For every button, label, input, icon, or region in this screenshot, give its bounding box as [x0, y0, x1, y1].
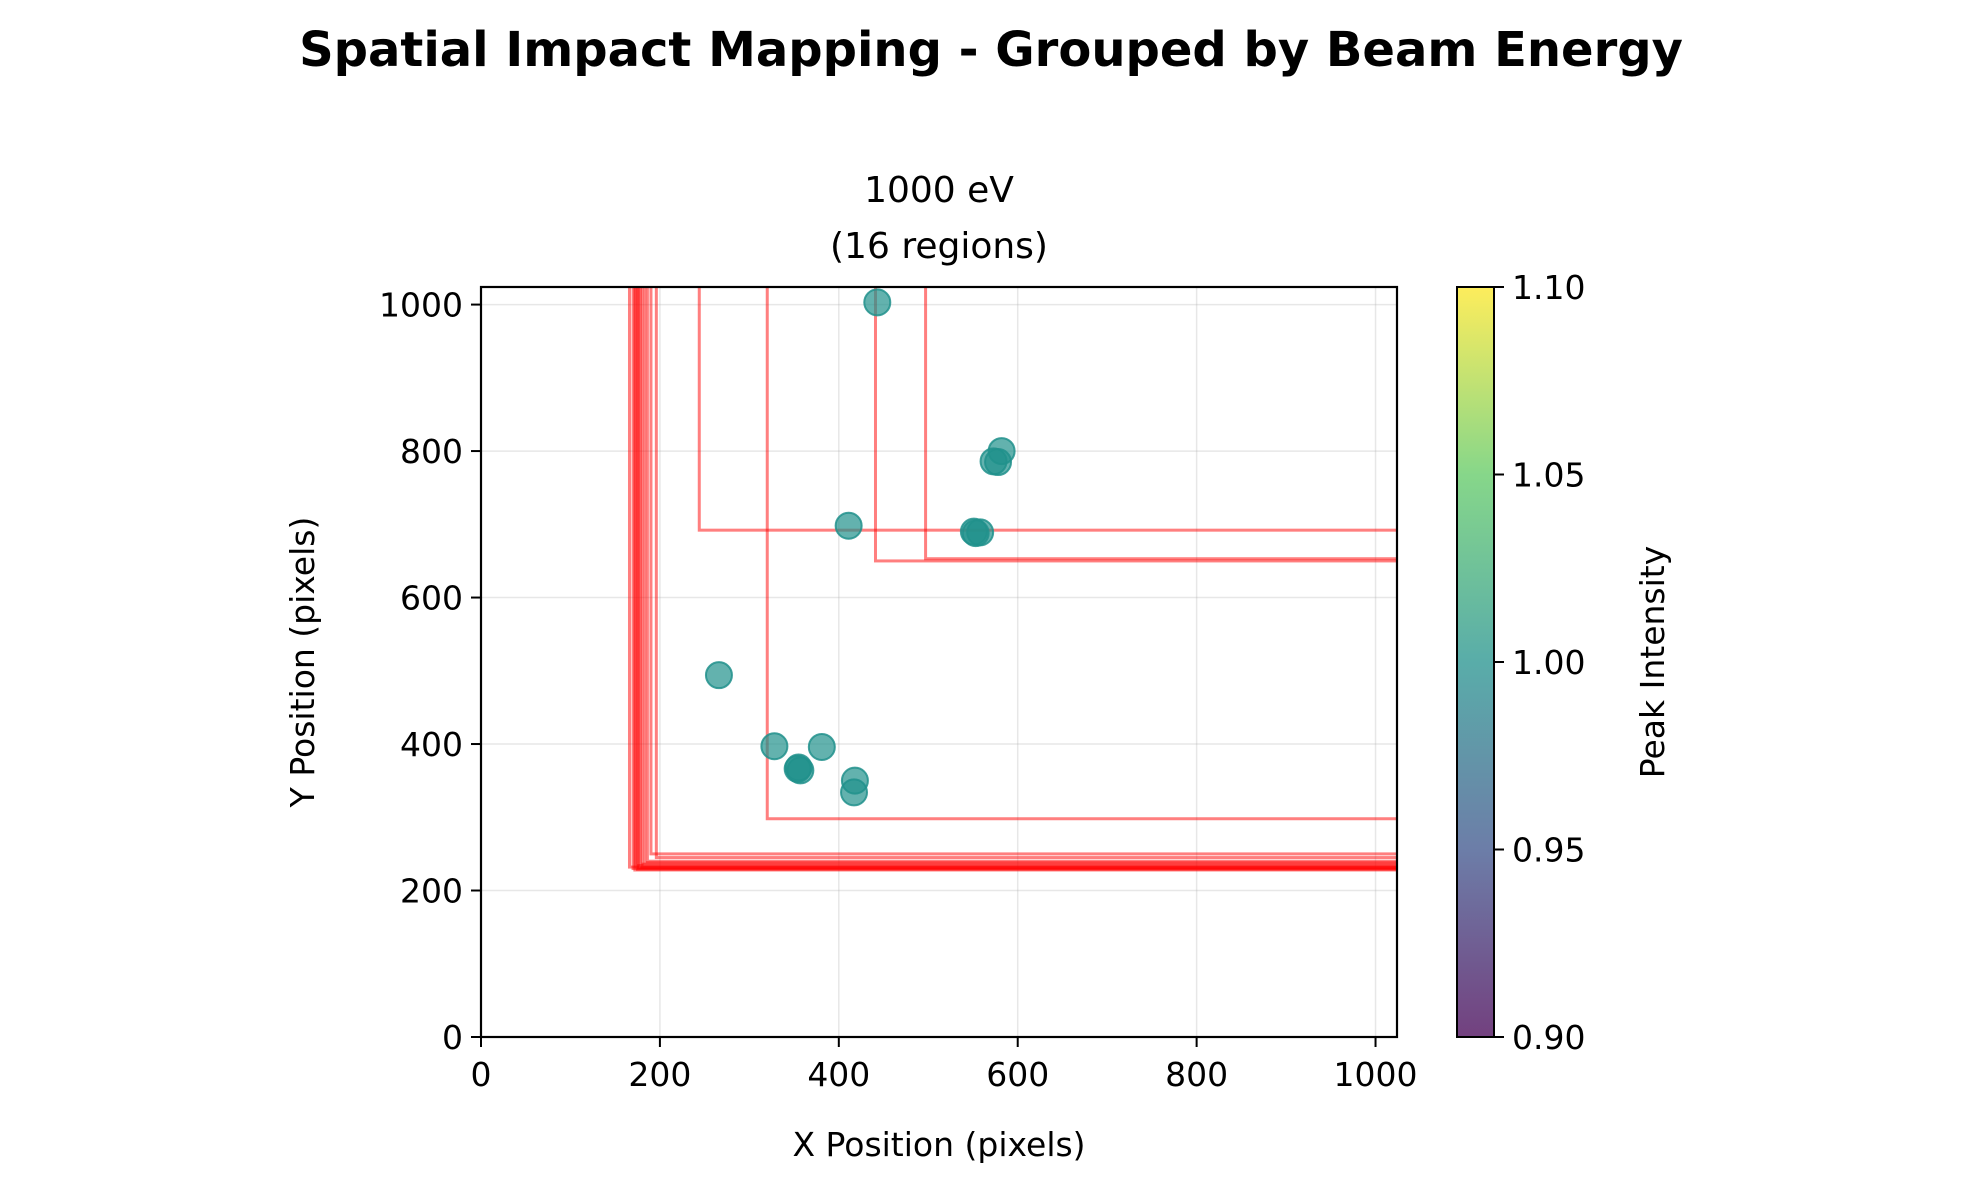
x-tick-label: 600 [986, 1055, 1049, 1094]
scatter-point [760, 732, 789, 761]
region-box [640, 287, 1397, 869]
region-box [649, 287, 1397, 856]
scatter-point [784, 753, 813, 782]
scatter-point [834, 511, 863, 540]
x-tick-label: 200 [628, 1055, 691, 1094]
region-box [654, 287, 1397, 860]
scatter-point [704, 661, 733, 690]
y-axis: 0 200 400 600 800 1000 [379, 286, 481, 1057]
region-box [633, 287, 1397, 872]
figure-title: Spatial Impact Mapping - Grouped by Beam… [299, 22, 1683, 78]
axes-title-line2: (16 regions) [830, 226, 1048, 267]
colorbar-ticks: 0.90 0.95 1.00 1.05 1.10 [1494, 268, 1585, 1057]
scatter-point [961, 519, 990, 548]
region-box [697, 287, 1397, 532]
scatter-point [840, 778, 869, 807]
axes-title-line1: 1000 eV [864, 170, 1014, 211]
region-box [873, 287, 1397, 563]
y-tick-label: 400 [400, 725, 463, 764]
scatter-point [807, 732, 836, 761]
region-box [765, 287, 1397, 821]
region-box [627, 287, 1397, 869]
x-tick-label: 400 [807, 1055, 870, 1094]
x-axis-label: X Position (pixels) [792, 1125, 1085, 1164]
x-tick-label: 0 [471, 1055, 492, 1094]
y-tick-label: 0 [442, 1018, 463, 1057]
colorbar-tick-label: 1.00 [1512, 643, 1585, 682]
colorbar [1457, 287, 1494, 1037]
region-box [643, 287, 1397, 865]
region-box [636, 287, 1397, 871]
scatter-point [984, 448, 1013, 477]
colorbar-label: Peak Intensity [1633, 546, 1672, 778]
colorbar-tick-label: 0.95 [1512, 831, 1585, 870]
x-tick-label: 800 [1165, 1055, 1228, 1094]
region-box [924, 287, 1397, 561]
region-box [634, 287, 1397, 868]
colorbar-tick-label: 1.10 [1512, 268, 1585, 307]
scatter-points [704, 288, 1016, 807]
grid-lines [480, 287, 1397, 1038]
y-tick-label: 600 [400, 579, 463, 618]
colorbar-tick-label: 0.90 [1512, 1018, 1585, 1057]
region-box [645, 287, 1397, 863]
region-box [636, 287, 1397, 870]
x-tick-label: 1000 [1334, 1055, 1418, 1094]
y-tick-label: 1000 [379, 286, 463, 325]
x-axis: 0 200 400 600 800 1000 [471, 1037, 1418, 1094]
y-axis-label: Y Position (pixels) [283, 517, 322, 809]
plot-frame [479, 285, 1399, 1039]
y-tick-label: 200 [400, 872, 463, 911]
colorbar-tick-label: 1.05 [1512, 456, 1585, 495]
region-box [638, 287, 1397, 866]
region-boxes [627, 287, 1397, 872]
scatter-point [863, 288, 892, 317]
y-tick-label: 800 [400, 432, 463, 471]
